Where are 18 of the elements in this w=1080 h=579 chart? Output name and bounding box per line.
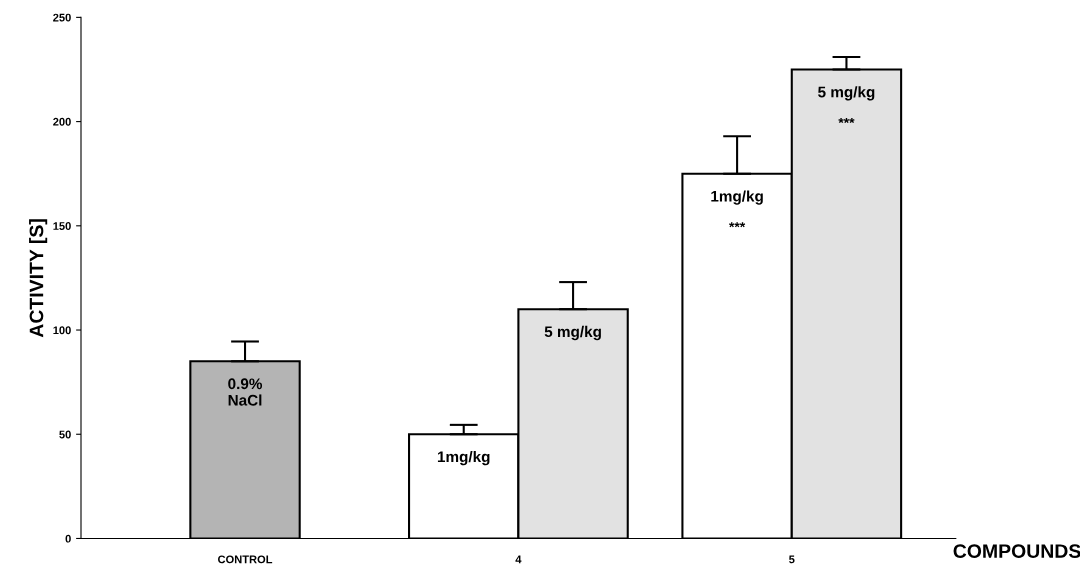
x-tick-label: CONTROL xyxy=(218,555,273,564)
x-axis-title: COMPOUNDS xyxy=(953,544,1080,558)
series-label: 1mg/kg xyxy=(437,450,490,466)
x-tick-label: 4 xyxy=(515,555,522,564)
series-label: 0.9% NaCl xyxy=(228,378,263,406)
y-axis-title: ACTIVITY [S] xyxy=(29,219,48,338)
x-tick-label: 5 xyxy=(789,555,795,564)
text: 1mg/kg xyxy=(711,190,763,205)
y-tick-label: 200 xyxy=(53,117,71,126)
y-tick-label: 50 xyxy=(59,430,71,439)
y-tick-label: 150 xyxy=(53,222,71,230)
series-label: 5 mg/kg xyxy=(544,325,601,341)
y-tick-label: 100 xyxy=(53,326,71,335)
y-tick-label: 0 xyxy=(65,534,71,543)
data-label: *** xyxy=(838,117,855,124)
y-tick-label: 250 xyxy=(53,13,71,22)
text: 5 mg/kg xyxy=(818,86,875,101)
data-label: *** xyxy=(729,222,746,228)
